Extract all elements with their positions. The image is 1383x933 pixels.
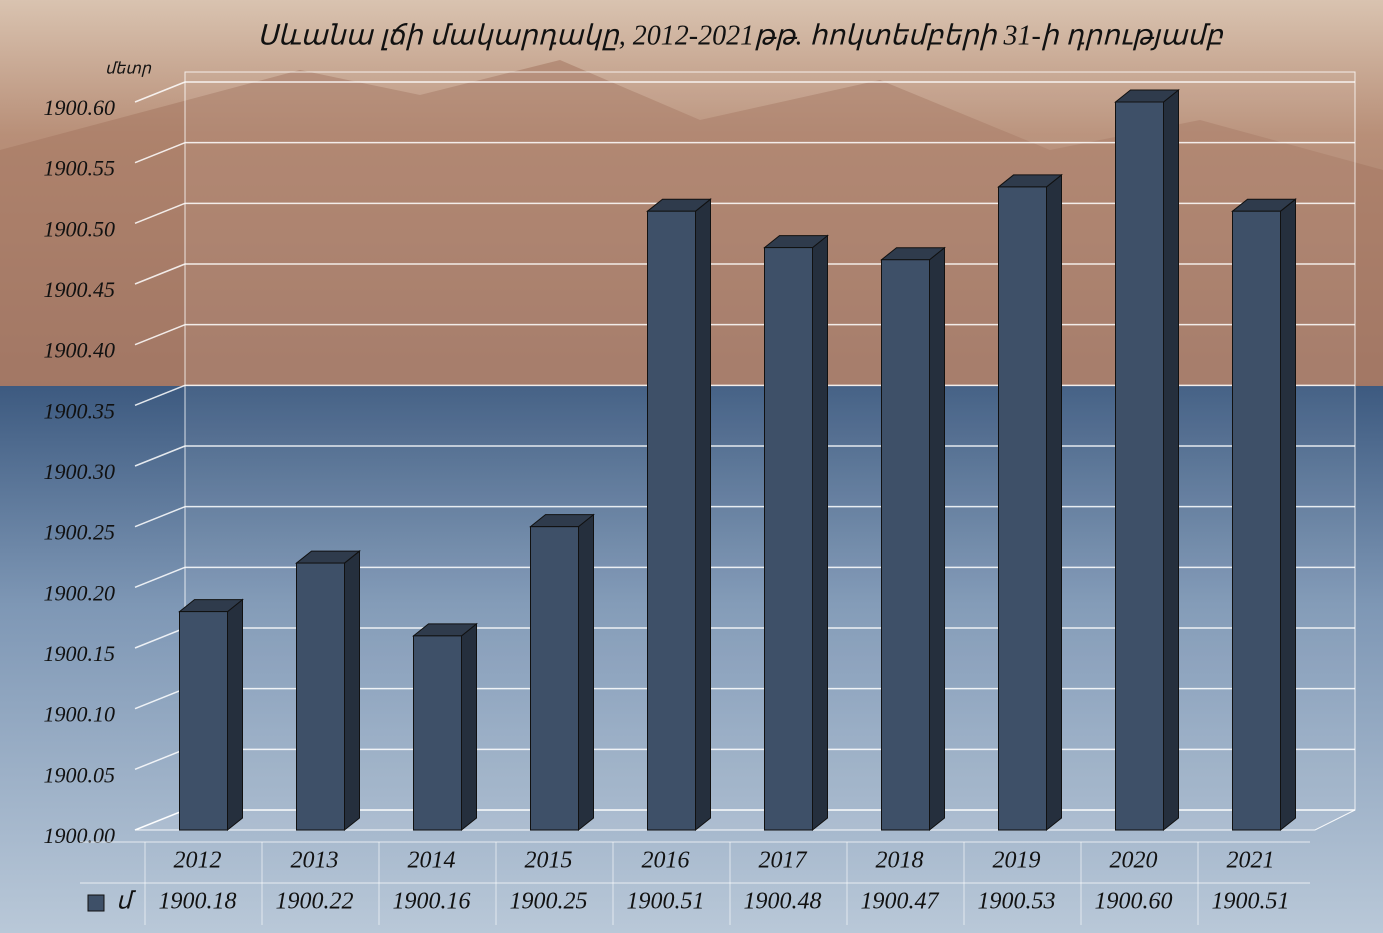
bar-side <box>695 198 711 832</box>
grid-line-side <box>134 263 186 285</box>
x-tick-label: 2013 <box>291 848 339 874</box>
bar <box>296 562 345 831</box>
grid-line-side <box>134 809 186 831</box>
y-axis-label: մետր <box>105 61 152 78</box>
y-tick-label: 1900.60 <box>44 95 116 120</box>
bar-side <box>461 622 477 832</box>
bar <box>1232 210 1281 831</box>
data-table-value: 1900.47 <box>861 889 940 915</box>
x-tick-label: 2012 <box>174 848 222 874</box>
bar-side <box>929 246 945 832</box>
grid-line-side <box>134 141 186 164</box>
bar-side <box>1163 88 1179 832</box>
chart-title: Սևանա լճի մակարդակը, 2012-2021թթ. հոկտեմ… <box>257 20 1224 51</box>
x-tick-label: 2021 <box>1227 848 1275 874</box>
bar <box>881 259 930 831</box>
grid-line-side <box>134 505 186 528</box>
grid-line-side <box>134 687 186 710</box>
bar <box>179 611 228 831</box>
data-table-value: 1900.18 <box>159 889 237 915</box>
bar <box>530 526 579 831</box>
x-tick-label: 2017 <box>759 848 808 874</box>
grid-line-side <box>134 323 186 346</box>
grid-line-side <box>134 81 186 103</box>
grid-line-side <box>134 202 186 225</box>
y-tick-label: 1900.05 <box>44 762 116 787</box>
y-tick-label: 1900.40 <box>44 338 116 363</box>
bar <box>998 186 1047 831</box>
y-tick-label: 1900.20 <box>44 580 116 605</box>
legend-swatch <box>87 894 105 912</box>
bar-side <box>1046 173 1062 832</box>
y-tick-label: 1900.50 <box>44 216 116 241</box>
bar <box>647 210 696 831</box>
grid-line-side <box>134 445 186 467</box>
x-tick-label: 2018 <box>876 848 924 874</box>
y-tick-label: 1900.15 <box>44 641 116 666</box>
data-table-value: 1900.51 <box>627 889 705 915</box>
bar-side <box>812 234 828 832</box>
bar-side <box>227 598 243 832</box>
y-tick-label: 1900.25 <box>44 520 116 545</box>
data-table-value: 1900.22 <box>276 889 354 915</box>
data-table-value: 1900.60 <box>1095 889 1173 915</box>
data-table-value: 1900.53 <box>978 889 1056 915</box>
x-tick-label: 2019 <box>993 848 1041 874</box>
y-tick-label: 1900.10 <box>44 702 116 727</box>
y-tick-label: 1900.00 <box>44 823 116 848</box>
y-tick-label: 1900.55 <box>44 156 116 181</box>
bar-side <box>1280 198 1296 832</box>
x-tick-label: 2015 <box>525 848 573 874</box>
x-tick-label: 2016 <box>642 848 690 874</box>
bar <box>1115 101 1164 831</box>
bar <box>413 635 462 831</box>
grid-line-side <box>134 566 186 589</box>
grid-line-side <box>134 384 186 407</box>
x-tick-label: 2020 <box>1110 848 1158 874</box>
x-tick-label: 2014 <box>408 848 456 874</box>
y-tick-label: 1900.35 <box>44 398 116 423</box>
y-tick-label: 1900.30 <box>44 459 116 484</box>
grid-line-side <box>134 748 186 771</box>
y-tick-label: 1900.45 <box>44 277 116 302</box>
data-table-value: 1900.48 <box>744 889 822 915</box>
data-table-value: 1900.16 <box>393 889 471 915</box>
bar-side <box>344 550 360 832</box>
bar-side <box>578 513 594 832</box>
bar <box>764 247 813 831</box>
grid-line-side <box>134 627 186 649</box>
data-table-value: 1900.51 <box>1212 889 1290 915</box>
data-table-value: 1900.25 <box>510 889 588 915</box>
